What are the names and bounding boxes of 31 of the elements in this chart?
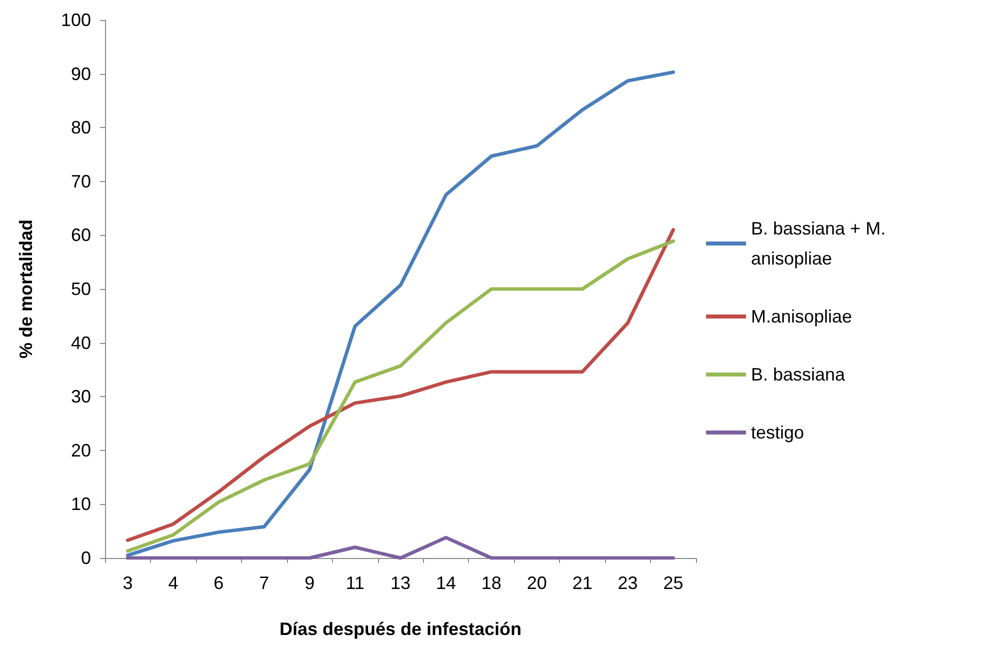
x-tick-label: 9 [304, 573, 315, 593]
x-tick-label: 7 [259, 573, 270, 593]
y-tick-label: 100 [60, 10, 91, 30]
x-axis-title: Días después de infestación [279, 619, 522, 639]
x-tick-label: 25 [663, 573, 684, 593]
legend-label: B. bassiana [751, 364, 846, 384]
y-tick-label: 0 [80, 548, 91, 568]
x-tick-label: 6 [214, 573, 224, 593]
y-tick-label: 30 [70, 386, 91, 407]
legend-label: testigo [751, 422, 804, 442]
x-tick-label: 14 [436, 573, 456, 593]
y-axis-title: % de mortalidad [16, 219, 36, 359]
y-tick-label: 40 [70, 332, 91, 353]
y-tick-label: 20 [70, 440, 91, 460]
legend-label: M.anisopliae [751, 306, 852, 326]
x-tick-label: 18 [481, 573, 502, 593]
y-tick-label: 60 [70, 225, 91, 246]
x-tick-label: 23 [618, 573, 638, 593]
x-tick-label: 4 [168, 573, 178, 593]
x-tick-label: 21 [572, 573, 592, 593]
y-tick-label: 10 [70, 494, 91, 514]
y-tick-label: 80 [70, 118, 91, 138]
x-tick-label: 20 [526, 573, 547, 593]
y-tick-label: 50 [70, 279, 91, 299]
y-tick-label: 90 [70, 64, 91, 84]
legend-label: B. bassiana + M. anisopliae [751, 218, 891, 268]
x-tick-label: 3 [122, 573, 133, 593]
x-tick-label: 11 [346, 573, 364, 593]
x-tick-label: 13 [390, 573, 411, 593]
y-tick-label: 70 [70, 171, 91, 192]
line-series [126, 70, 676, 558]
